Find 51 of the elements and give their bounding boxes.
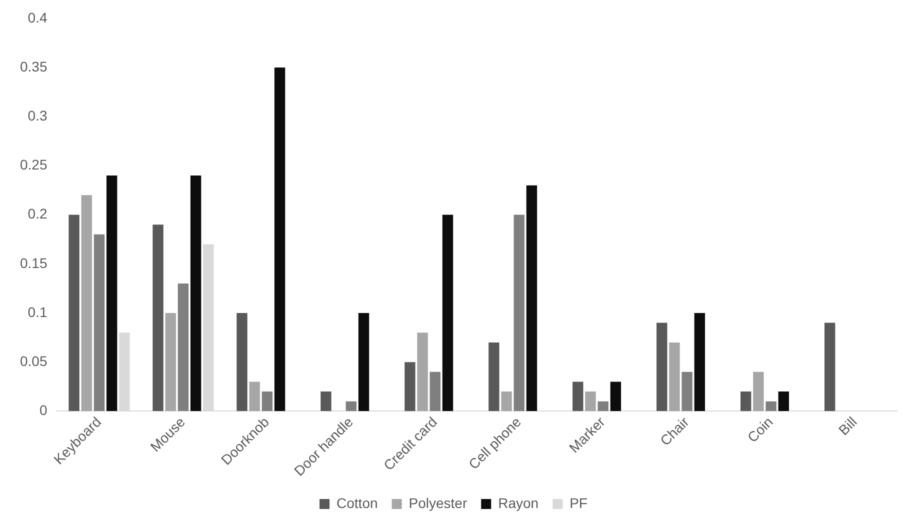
bar	[236, 312, 248, 412]
bar	[572, 382, 584, 412]
bar	[442, 214, 454, 412]
y-tick-label: 0.3	[28, 107, 48, 124]
bar	[526, 185, 538, 412]
bar	[501, 392, 512, 412]
y-tick-label: 0.25	[20, 156, 48, 173]
bar	[417, 332, 428, 412]
bar	[656, 322, 668, 412]
bar	[94, 234, 105, 412]
legend-label: PF	[570, 494, 588, 511]
x-tick-label: Bill	[835, 414, 860, 438]
legend-label: Cotton	[336, 494, 378, 511]
y-tick-label: 0.15	[20, 254, 48, 271]
bar	[610, 382, 622, 412]
bar	[824, 322, 836, 412]
bar	[262, 392, 273, 412]
bar	[740, 392, 752, 412]
bar	[753, 372, 764, 412]
bar	[514, 214, 524, 412]
bar	[778, 392, 789, 412]
y-tick-label: 0	[39, 402, 48, 418]
bar	[190, 176, 202, 412]
legend-label: Rayon	[498, 494, 539, 511]
bar	[430, 372, 440, 412]
y-tick-label: 0.1	[28, 304, 48, 320]
bar	[106, 176, 118, 412]
bar	[68, 214, 80, 412]
bar	[404, 362, 416, 412]
bar	[165, 312, 176, 412]
legend-label: Polyester	[408, 494, 468, 511]
bar	[81, 195, 92, 412]
x-tick-label: Coin	[744, 414, 776, 446]
y-tick-label: 0.4	[28, 9, 48, 26]
bar	[274, 68, 286, 412]
bar	[320, 392, 332, 412]
y-tick-label: 0.05	[20, 352, 48, 369]
bar	[585, 392, 596, 412]
bar	[249, 382, 260, 412]
bar	[178, 284, 189, 412]
y-tick-label: 0.2	[28, 206, 48, 222]
bar	[346, 401, 357, 412]
bar	[358, 312, 370, 412]
bar	[598, 401, 608, 412]
bar	[694, 312, 706, 412]
bar	[488, 342, 500, 412]
bar	[669, 342, 680, 412]
bar	[682, 372, 692, 412]
y-tick-label: 0.35	[20, 58, 48, 74]
bar	[152, 224, 164, 412]
bar	[766, 401, 776, 412]
